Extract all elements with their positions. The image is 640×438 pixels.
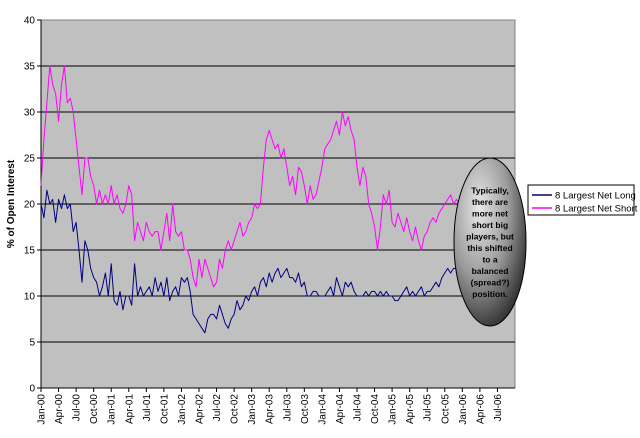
legend-box — [527, 184, 635, 216]
x-tick-label: Jan-03 — [247, 394, 258, 425]
y-tick-label: 25 — [24, 154, 36, 165]
x-tick-label: Apr-01 — [124, 394, 135, 424]
y-tick-label: 5 — [29, 338, 35, 349]
x-tick-label: Apr-03 — [265, 394, 276, 424]
legend: 8 Largest Net Long 8 Largest Net Short — [527, 184, 638, 216]
x-tick-label: Jul-06 — [493, 394, 504, 422]
annotation-text-line: Typically, — [471, 185, 508, 195]
y-tick-label: 30 — [24, 108, 36, 119]
x-tick-label: Apr-05 — [405, 394, 416, 424]
x-tick-label: Oct-02 — [230, 394, 241, 424]
x-tick-label: Oct-04 — [370, 394, 381, 424]
x-tick-label: Apr-02 — [195, 394, 206, 424]
series-group — [40, 65, 513, 334]
x-tick-label: Jul-01 — [142, 394, 153, 422]
x-tick-label: Jul-02 — [212, 394, 223, 422]
annotation-text-line: short big — [472, 220, 508, 230]
annotation-text-line: there are — [472, 197, 508, 207]
x-tick-label: Oct-01 — [159, 394, 170, 424]
grid-lines — [41, 65, 515, 343]
annotation-ellipse — [453, 157, 527, 327]
x-tick-label: Apr-06 — [475, 394, 486, 424]
y-tick-label: 35 — [24, 62, 36, 73]
annotation-text-line: players, but — [466, 231, 514, 241]
annotation-text-line: more net — [472, 208, 508, 218]
x-tick-label: Jan-04 — [317, 394, 328, 425]
x-tick-label: Jan-02 — [177, 394, 188, 425]
x-tick-label: Jul-04 — [353, 394, 364, 422]
series-line-net-long — [40, 189, 513, 334]
y-axis-title: % of Open Interest — [6, 159, 17, 248]
annotation-text-line: balanced — [472, 266, 509, 276]
x-tick-label: Oct-00 — [89, 394, 100, 424]
annotation-text-line: to a — [482, 254, 497, 264]
legend-label: 8 Largest Net Long — [555, 191, 636, 202]
x-tick-label: Jul-00 — [72, 394, 83, 422]
x-tick-label: Oct-05 — [440, 394, 451, 424]
x-tick-label: Jul-03 — [282, 394, 293, 422]
x-tick-label: Oct-03 — [300, 394, 311, 424]
x-tick-label: Jan-01 — [107, 394, 118, 425]
x-tick-label: Apr-04 — [335, 394, 346, 424]
annotation-text-line: position. — [472, 289, 507, 299]
y-tick-label: 40 — [24, 16, 36, 27]
x-axis: Jan-00 Apr-00 Jul-00 Oct-00 Jan-01 Apr-01 Jul-… — [37, 387, 515, 425]
x-tick-label: Apr-00 — [54, 394, 65, 424]
y-tick-label: 15 — [24, 246, 36, 257]
y-tick-label: 10 — [24, 292, 36, 303]
annotation-text-line: (spread?) — [471, 277, 510, 287]
legend-label: 8 Largest Net Short — [555, 204, 638, 215]
y-tick-label: 20 — [24, 200, 36, 211]
x-tick-label: Jan-05 — [388, 394, 399, 425]
x-tick-label: Jan-00 — [37, 394, 48, 425]
series-line-net-short — [40, 65, 513, 288]
x-tick-label: Jul-05 — [423, 394, 434, 422]
y-tick-label: 0 — [29, 384, 35, 395]
y-axis: 0 5 10 15 20 25 30 35 40 — [24, 16, 42, 395]
x-tick-label: Jan-06 — [458, 394, 469, 425]
annotation-text-line: this shifted — [467, 243, 512, 253]
